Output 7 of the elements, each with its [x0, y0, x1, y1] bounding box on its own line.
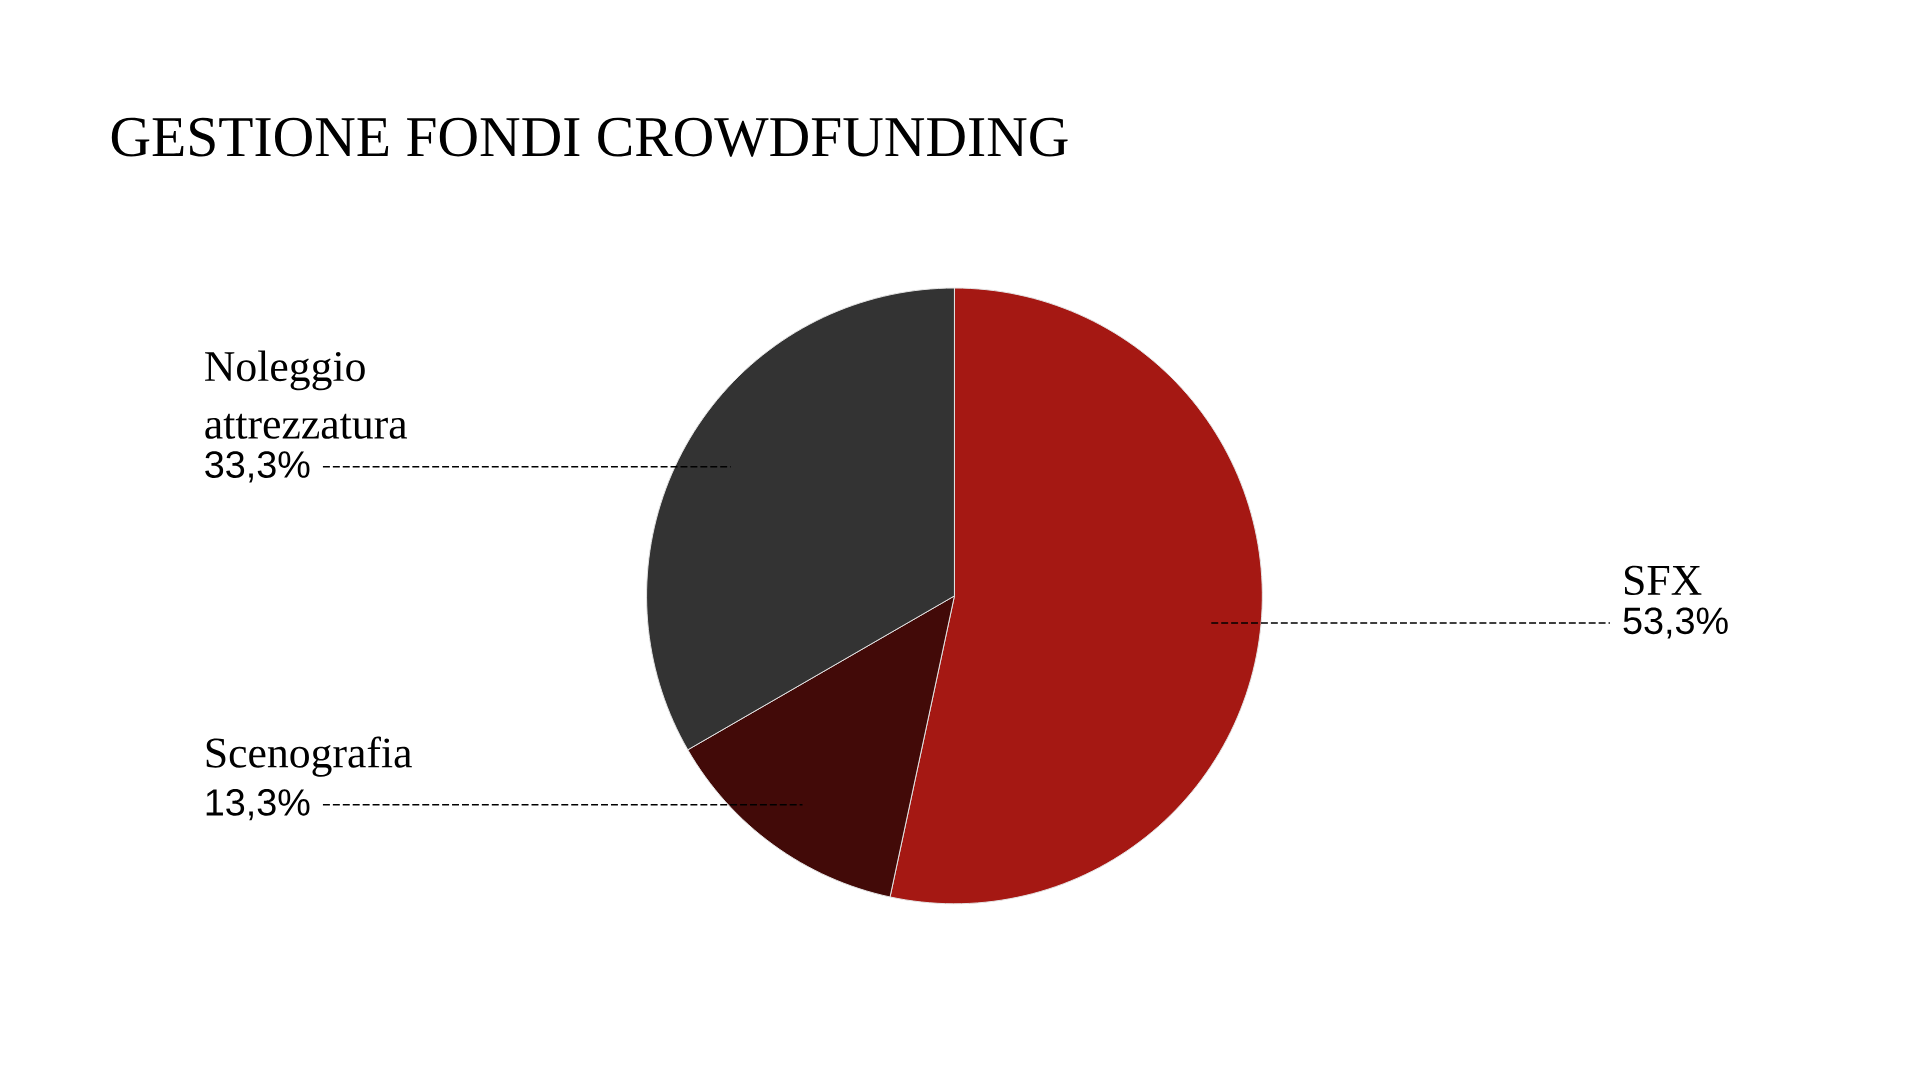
data-label: 53,3% [1623, 607, 1728, 639]
data-label: 33,3% [205, 451, 310, 483]
chart-title: GESTIONE FONDI CROWDFUNDING [111, 117, 1068, 157]
data-label: 13,3% [206, 789, 310, 821]
slice-label: Scenografia [206, 736, 412, 777]
slice-label: SFX [1624, 565, 1702, 596]
slice-label: Noleggio attrezzatura [205, 350, 408, 440]
